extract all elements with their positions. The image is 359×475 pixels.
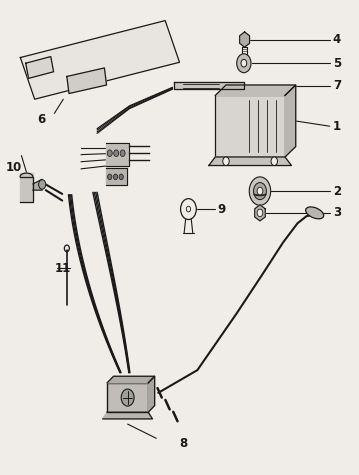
Circle shape: [113, 174, 118, 180]
Circle shape: [253, 182, 266, 200]
FancyBboxPatch shape: [215, 95, 285, 157]
Text: 8: 8: [179, 437, 187, 449]
Circle shape: [257, 209, 263, 217]
Text: 6: 6: [38, 113, 46, 125]
Text: 11: 11: [55, 262, 71, 275]
Circle shape: [119, 174, 123, 180]
Polygon shape: [209, 157, 292, 165]
Text: 10: 10: [6, 161, 22, 174]
Circle shape: [39, 180, 46, 189]
Polygon shape: [239, 32, 250, 47]
Text: 2: 2: [333, 185, 341, 198]
Polygon shape: [285, 85, 296, 157]
Polygon shape: [174, 82, 244, 89]
Circle shape: [237, 54, 251, 73]
Circle shape: [186, 206, 191, 212]
Polygon shape: [107, 376, 155, 383]
Polygon shape: [33, 179, 42, 190]
Circle shape: [107, 150, 112, 157]
Polygon shape: [20, 173, 33, 177]
Polygon shape: [67, 68, 107, 94]
Polygon shape: [148, 376, 155, 412]
Circle shape: [114, 150, 119, 157]
Circle shape: [241, 59, 247, 67]
Polygon shape: [106, 143, 130, 166]
Circle shape: [121, 389, 134, 406]
Polygon shape: [20, 177, 33, 201]
Text: 9: 9: [218, 202, 226, 216]
Circle shape: [271, 157, 278, 165]
Circle shape: [223, 157, 229, 165]
Polygon shape: [103, 412, 153, 419]
Polygon shape: [106, 168, 127, 185]
Circle shape: [257, 187, 263, 195]
Polygon shape: [255, 205, 265, 221]
Text: 4: 4: [333, 33, 341, 46]
Polygon shape: [26, 57, 53, 78]
Text: 1: 1: [333, 120, 341, 133]
Circle shape: [108, 174, 112, 180]
Text: 7: 7: [333, 79, 341, 93]
Circle shape: [249, 177, 271, 205]
Polygon shape: [215, 85, 296, 95]
Polygon shape: [20, 20, 180, 99]
Text: 5: 5: [333, 57, 341, 70]
Text: 3: 3: [333, 206, 341, 219]
Circle shape: [120, 150, 125, 157]
FancyBboxPatch shape: [107, 383, 148, 412]
Ellipse shape: [306, 207, 324, 219]
